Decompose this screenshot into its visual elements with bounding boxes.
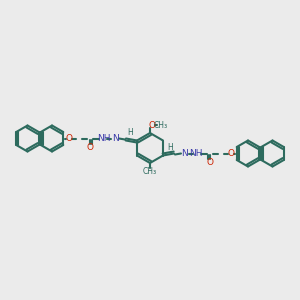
Text: CH₃: CH₃ [143,167,157,176]
Text: O: O [206,158,214,167]
Text: H: H [167,143,173,152]
Text: NH: NH [97,134,111,143]
Text: N: N [182,149,188,158]
Text: CH₃: CH₃ [154,121,168,130]
Text: H: H [127,128,133,137]
Text: O: O [86,143,94,152]
Text: O: O [148,121,155,130]
Text: NH: NH [189,149,203,158]
Text: O: O [65,134,73,143]
Text: O: O [227,149,235,158]
Text: N: N [112,134,118,143]
